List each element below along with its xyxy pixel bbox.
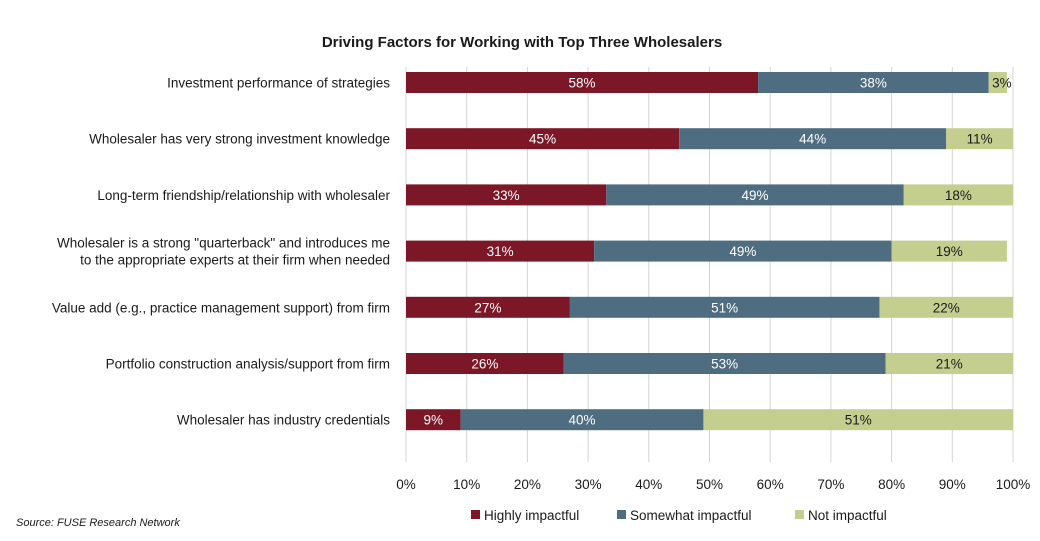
bar-value-label: 18%: [945, 188, 972, 203]
x-tick-label: 10%: [453, 477, 480, 492]
bar-segment: [679, 128, 947, 150]
bar-value-label: 49%: [729, 244, 756, 259]
legend: Highly impactful Somewhat impactful Not im…: [471, 508, 887, 523]
bar-segment: [406, 240, 595, 262]
x-tick-label: 100%: [996, 477, 1031, 492]
bar-value-label: 31%: [487, 244, 514, 259]
bar-segment: [946, 128, 1013, 150]
category-label: Wholesaler is a strong "quarterback" and…: [57, 236, 390, 268]
x-tick-label: 40%: [635, 477, 662, 492]
category-label: Investment performance of strategies: [167, 76, 390, 91]
bar-value-label: 27%: [474, 300, 501, 315]
bar-segment: [988, 72, 1007, 93]
legend-swatch: [617, 510, 626, 519]
category-label: Value add (e.g., practice management sup…: [52, 300, 390, 315]
bar-value-label: 49%: [742, 188, 769, 203]
bar-segment: [406, 296, 570, 318]
bar-value-label: 44%: [799, 132, 826, 147]
bar-segment: [406, 353, 564, 374]
legend-swatch: [471, 510, 480, 519]
bar-segment: [563, 353, 886, 374]
x-tick-label: 50%: [696, 477, 723, 492]
x-tick-label: 60%: [757, 477, 784, 492]
bar-value-label: 11%: [967, 132, 993, 147]
bar-segment: [406, 128, 680, 150]
bar-segment: [879, 296, 1013, 318]
bar-value-label: 19%: [936, 244, 963, 259]
bar-segment: [569, 296, 880, 318]
bar-value-label: 22%: [933, 300, 960, 315]
bar-segment: [758, 72, 989, 93]
x-tick-label: 80%: [878, 477, 905, 492]
category-label: Long-term friendship/relationship with w…: [97, 188, 390, 203]
bar-segment: [594, 240, 892, 262]
bar-value-label: 45%: [529, 132, 556, 147]
bar-segment: [406, 184, 607, 206]
x-tick-label: 70%: [817, 477, 844, 492]
bar-segment: [891, 240, 1007, 262]
bar-value-label: 53%: [711, 357, 738, 372]
legend-label: Somewhat impactful: [630, 508, 752, 523]
x-axis-ticks: 0% 10% 20% 30% 40% 50% 60% 70% 80% 90% 100%: [396, 477, 1030, 492]
bars: 58% 38% 3% 45% 44% 11% 33% 49% 18% 31% 49% 19% 27% 51…: [406, 72, 1013, 431]
chart-title: Driving Factors for Working with Top Thr…: [322, 34, 722, 51]
bar-value-label: 3%: [992, 76, 1012, 91]
bar-segment: [460, 409, 704, 431]
bar-segment: [406, 409, 461, 431]
bar-value-label: 38%: [860, 76, 887, 91]
x-tick-label: 20%: [514, 477, 541, 492]
legend-swatch: [795, 510, 804, 519]
x-tick-label: 0%: [396, 477, 416, 492]
category-labels: Investment performance of strategies Whol…: [52, 76, 391, 428]
source-note: Source: FUSE Research Network: [16, 517, 180, 529]
bar-segment: [903, 184, 1013, 206]
bar-value-label: 21%: [936, 357, 963, 372]
grid-lines: [405, 67, 1014, 462]
bar-value-label: 26%: [471, 357, 498, 372]
bar-value-label: 9%: [424, 413, 444, 428]
bar-value-label: 58%: [569, 76, 596, 91]
bar-value-label: 40%: [569, 413, 596, 428]
category-label: Portfolio construction analysis/support …: [106, 357, 390, 372]
legend-label: Highly impactful: [484, 508, 579, 523]
bar-segment: [406, 72, 759, 93]
bar-segment: [703, 409, 1013, 431]
bar-value-label: 51%: [711, 300, 738, 315]
category-label: Wholesaler has industry credentials: [177, 413, 390, 428]
x-tick-label: 30%: [575, 477, 602, 492]
bar-value-label: 33%: [493, 188, 520, 203]
legend-label: Not impactful: [808, 508, 887, 523]
bar-segment: [606, 184, 904, 206]
bar-value-label: 51%: [845, 413, 872, 428]
category-label: Wholesaler has very strong investment kn…: [89, 132, 390, 147]
x-tick-label: 90%: [939, 477, 966, 492]
bar-segment: [885, 353, 1013, 374]
